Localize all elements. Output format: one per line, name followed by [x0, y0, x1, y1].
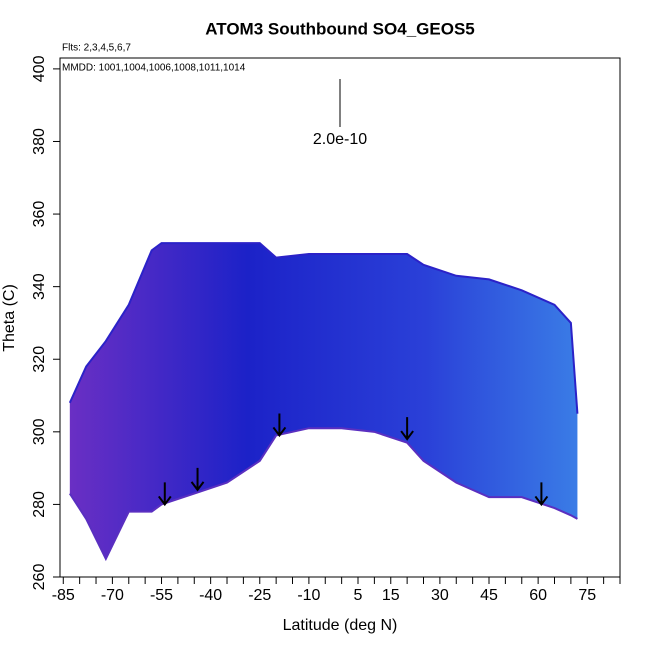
- x-tick-label: -85: [52, 587, 75, 604]
- y-tick-label: 340: [31, 273, 48, 300]
- x-tick-label: 60: [529, 587, 547, 604]
- x-tick-label: 75: [578, 587, 596, 604]
- x-tick-label: -70: [101, 587, 124, 604]
- plot-frame: [59, 57, 621, 578]
- x-tick-label: -25: [248, 587, 271, 604]
- y-tick-label: 260: [31, 564, 48, 591]
- curtain-edge: [68, 427, 578, 562]
- y-tick-label: 360: [31, 201, 48, 228]
- x-tick-label: 30: [431, 587, 449, 604]
- y-tick-label: 320: [31, 346, 48, 373]
- arrow: [400, 417, 414, 441]
- x-tick-label: -55: [150, 587, 173, 604]
- annotation: Flts: 2,3,4,5,6,7: [62, 43, 131, 54]
- arrow: [190, 467, 205, 492]
- x-tick-label: 5: [354, 587, 363, 604]
- annotation: MMDD: 1001,1004,1006,1008,1011,1014: [62, 63, 246, 74]
- arrow: [157, 482, 172, 507]
- annotation: 2.0e-10: [313, 131, 367, 148]
- x-tick-label: -40: [199, 587, 222, 604]
- x-tick-label: 45: [480, 587, 498, 604]
- plot: [68, 242, 579, 562]
- arrow: [534, 482, 549, 507]
- curtain-edge: [68, 242, 579, 414]
- y-tick-label: 280: [31, 491, 48, 518]
- chart-title: ATOM3 Southbound SO4_GEOS5: [205, 19, 475, 38]
- y-axis-label: Theta (C): [1, 284, 18, 352]
- y-tick-label: 400: [31, 55, 48, 82]
- y-tick-label: 300: [31, 418, 48, 445]
- x-tick-label: -10: [297, 587, 320, 604]
- arrow: [272, 413, 287, 438]
- x-tick-label: 15: [382, 587, 400, 604]
- x-axis-label: Latitude (deg N): [283, 617, 398, 634]
- y-tick-label: 380: [31, 128, 48, 155]
